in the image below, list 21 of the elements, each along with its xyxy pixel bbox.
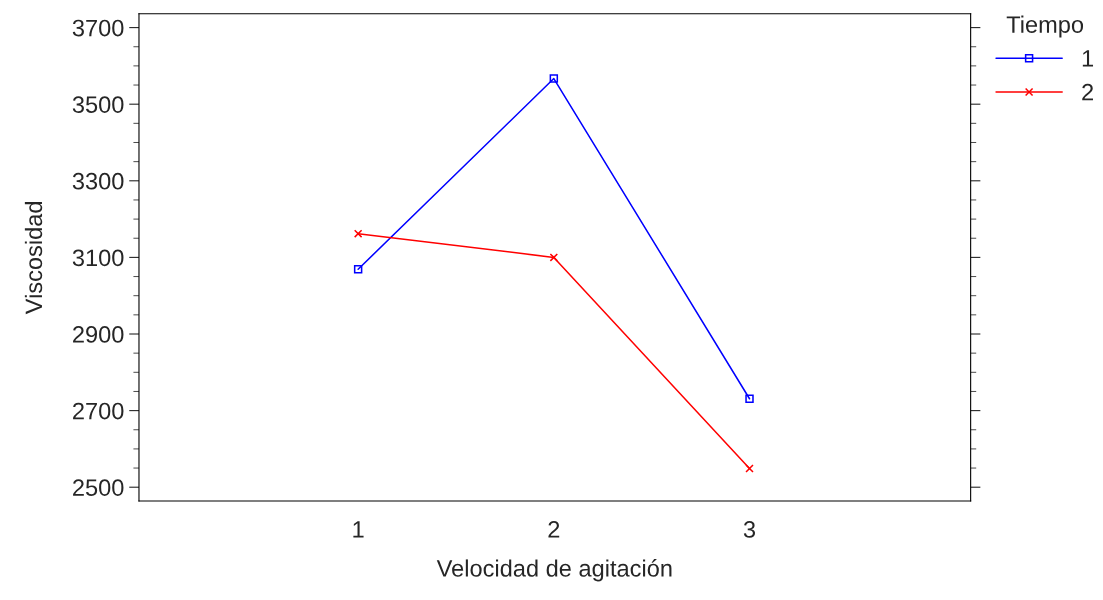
point bbox=[353, 265, 363, 274]
y-tick-label: 3500 bbox=[72, 96, 124, 113]
x-axis-title: Velocidad de agitación bbox=[436, 559, 672, 582]
legend-label: 2 bbox=[1082, 83, 1093, 101]
y-tick-label: 3300 bbox=[72, 172, 124, 190]
y-tick-label: 3100 bbox=[72, 249, 124, 267]
y-tick-label: 2700 bbox=[73, 402, 124, 420]
point bbox=[353, 229, 363, 238]
y-tick-label: 3700 bbox=[72, 19, 124, 37]
legend-title: Tiempo bbox=[1006, 15, 1084, 38]
x-tick-label: 2 bbox=[548, 521, 560, 538]
point bbox=[745, 464, 754, 473]
y-tick-label: 2500 bbox=[73, 479, 124, 496]
legend-label: 1 bbox=[1082, 50, 1094, 67]
point bbox=[549, 253, 559, 262]
y-axis-title: Viscosidad bbox=[24, 202, 43, 315]
y-tick-label: 2900 bbox=[73, 326, 124, 343]
point bbox=[549, 74, 559, 83]
x-tick-label: 3 bbox=[743, 521, 756, 538]
x-tick-label: 1 bbox=[353, 521, 364, 538]
point bbox=[745, 394, 754, 403]
